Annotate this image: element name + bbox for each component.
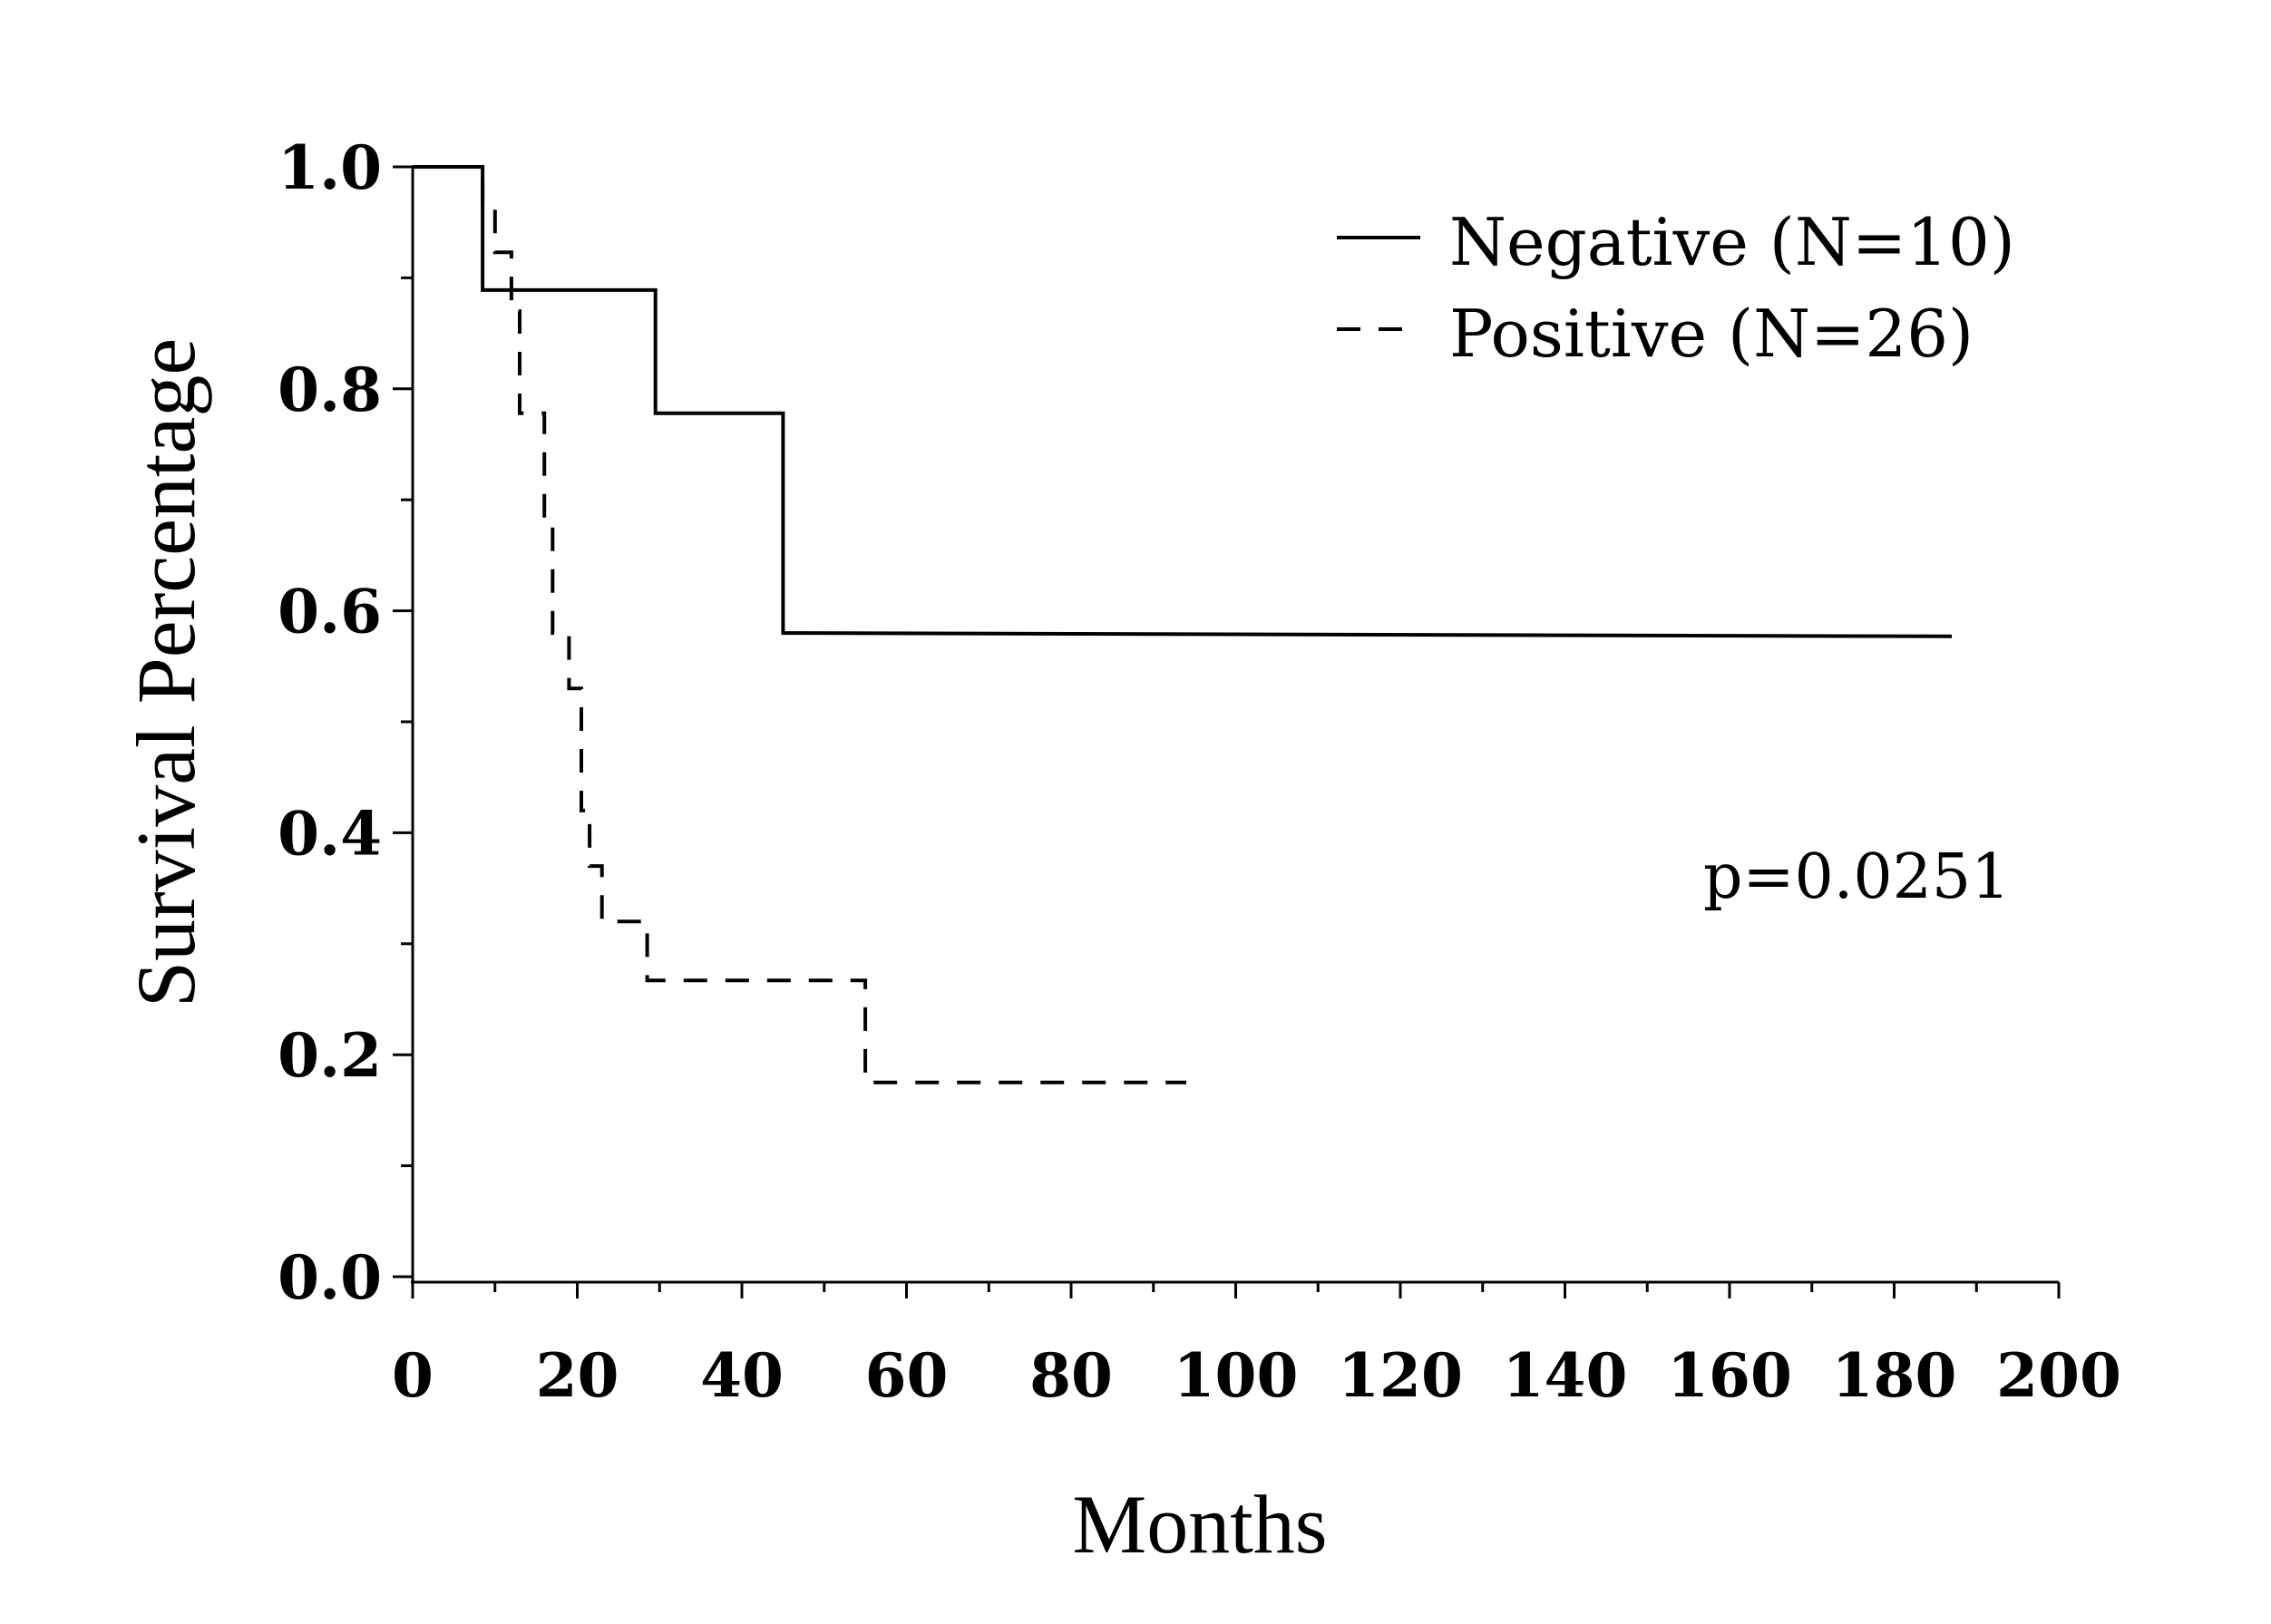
x-tick-label: 60: [865, 1340, 949, 1411]
y-tick-label: 1.0: [278, 132, 382, 203]
y-tick-label: 0.8: [278, 355, 382, 425]
legend-label-positive: Positive (N=26): [1449, 296, 1974, 372]
x-tick-label: 120: [1338, 1340, 1463, 1411]
x-tick-label: 0: [392, 1340, 434, 1411]
y-tick-label: 0.0: [278, 1242, 382, 1313]
chart-legend: Negative (N=10) Positive (N=26): [1337, 204, 2015, 372]
y-tick-label: 0.4: [278, 798, 382, 869]
x-tick-label: 140: [1503, 1340, 1628, 1411]
x-axis-ticks: 0 20 40 60 80 100 120 140 160 180 200: [392, 1282, 2121, 1411]
y-axis-ticks: 0.0 0.2 0.4 0.6 0.8 1.0: [278, 132, 413, 1313]
y-tick-label: 0.2: [278, 1020, 382, 1091]
x-axis-title: Months: [1072, 1478, 1327, 1571]
x-tick-label: 200: [1996, 1340, 2121, 1411]
p-value-annotation: p=0.0251: [1703, 841, 2010, 913]
chart-series: [413, 165, 1953, 1084]
y-axis-title: Survival Percentage: [120, 338, 212, 1007]
x-tick-label: 160: [1667, 1340, 1792, 1411]
x-tick-label: 80: [1029, 1340, 1113, 1411]
survival-curve-positive: [413, 165, 1186, 1084]
x-tick-label: 40: [700, 1340, 784, 1411]
x-tick-label: 20: [536, 1340, 619, 1411]
y-tick-label: 0.6: [278, 577, 382, 647]
x-tick-label: 180: [1832, 1340, 1957, 1411]
x-tick-label: 100: [1174, 1340, 1299, 1411]
legend-label-negative: Negative (N=10): [1449, 204, 2015, 280]
